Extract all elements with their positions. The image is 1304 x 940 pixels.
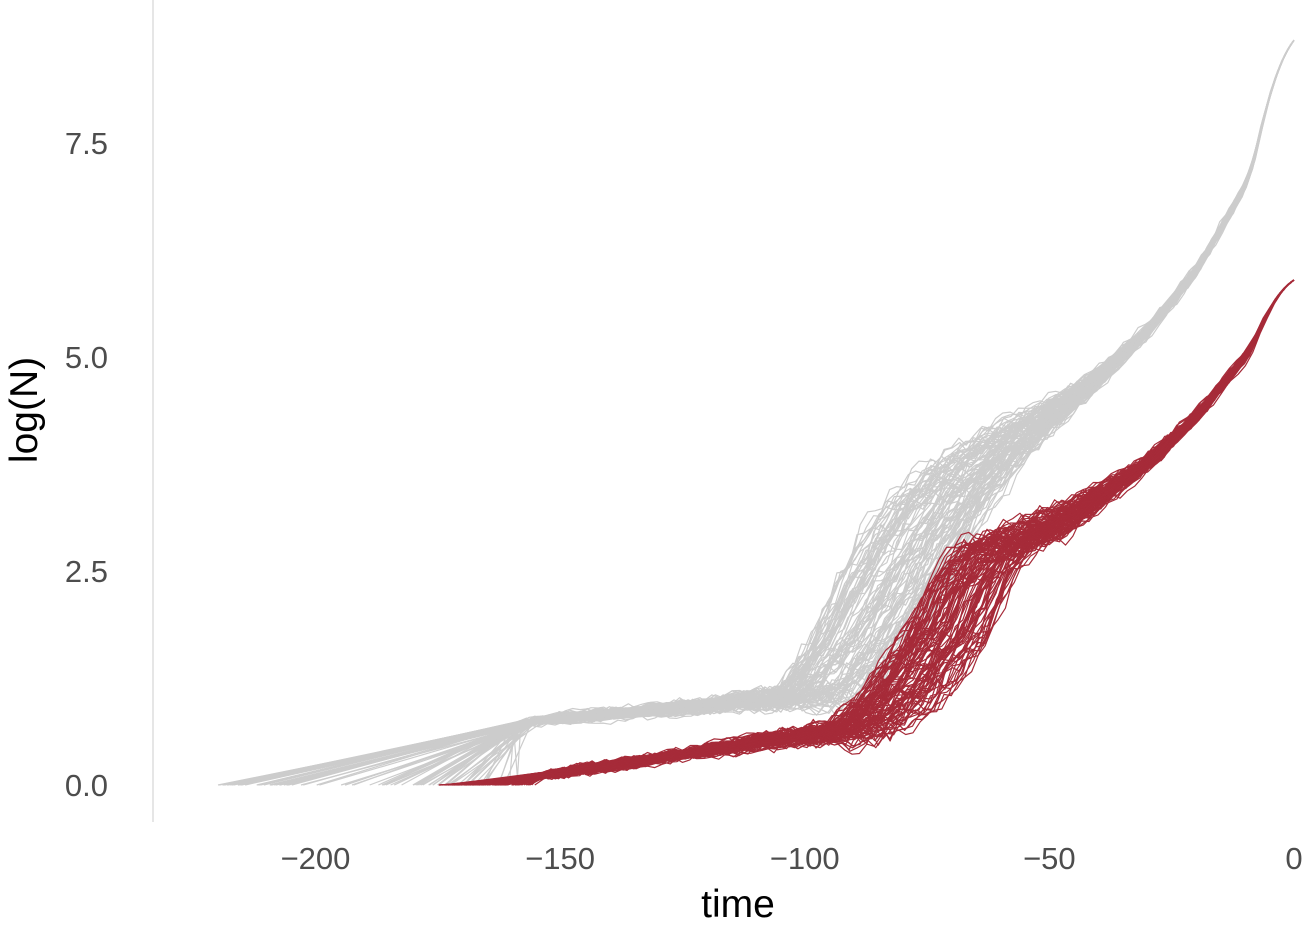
series-1-trajectory	[382, 39, 1295, 786]
x-axis: −200 −150 −100 −50 0	[281, 841, 1303, 876]
x-tick-label: −200	[281, 841, 351, 876]
series-1-trajectory	[378, 39, 1295, 786]
series-1-trajectory	[279, 39, 1295, 786]
series-1-trajectory	[226, 39, 1295, 786]
series-2	[438, 279, 1295, 786]
x-tick-label: 0	[1285, 841, 1302, 876]
series-1-trajectory	[227, 39, 1295, 786]
x-tick-label: −50	[1023, 841, 1076, 876]
series-1-trajectory	[274, 39, 1295, 786]
series-1-trajectory	[241, 39, 1295, 786]
y-tick-label: 2.5	[65, 554, 108, 589]
series-1-trajectory	[482, 39, 1295, 786]
series-1-trajectory	[224, 39, 1295, 786]
series-2-trajectory	[465, 279, 1295, 786]
series-1-trajectory	[217, 39, 1295, 786]
plot-area	[217, 39, 1295, 786]
series-1-trajectory	[237, 39, 1295, 786]
series-1-trajectory	[270, 39, 1295, 786]
series-1-trajectory	[244, 39, 1295, 786]
series-2-trajectory	[502, 279, 1295, 786]
series-1-trajectory	[394, 39, 1295, 786]
series-1-trajectory	[258, 39, 1295, 786]
series-1-trajectory	[219, 39, 1295, 786]
series-1-trajectory	[382, 39, 1295, 786]
series-1-trajectory	[288, 39, 1295, 786]
series-1-trajectory	[258, 39, 1295, 786]
series-1-trajectory	[381, 39, 1295, 786]
series-1-trajectory	[393, 39, 1295, 786]
series-1	[217, 39, 1295, 786]
series-1-trajectory	[222, 39, 1295, 786]
y-tick-label: 0.0	[65, 768, 108, 803]
series-2-trajectory	[453, 279, 1295, 786]
series-1-trajectory	[449, 39, 1295, 786]
series-1-trajectory	[240, 39, 1295, 786]
y-axis: 0.0 2.5 5.0 7.5	[65, 126, 108, 803]
series-2-trajectory	[488, 279, 1295, 786]
series-1-trajectory	[231, 39, 1295, 786]
series-1-trajectory	[279, 39, 1295, 786]
series-1-trajectory	[260, 39, 1295, 786]
x-axis-title: time	[701, 883, 775, 926]
x-tick-label: −150	[525, 841, 595, 876]
series-2-trajectory	[464, 279, 1295, 786]
series-2-trajectory	[459, 279, 1295, 786]
series-1-trajectory	[238, 39, 1295, 786]
series-1-trajectory	[222, 39, 1295, 786]
series-1-trajectory	[271, 39, 1295, 786]
series-1-trajectory	[382, 39, 1295, 786]
series-2-trajectory	[515, 279, 1295, 786]
series-1-trajectory	[230, 39, 1295, 786]
series-1-trajectory	[383, 39, 1295, 786]
series-1-trajectory	[473, 39, 1295, 786]
series-1-trajectory	[279, 39, 1295, 786]
x-tick-label: −100	[770, 841, 840, 876]
series-1-trajectory	[269, 39, 1295, 786]
series-1-trajectory	[483, 39, 1295, 786]
series-1-trajectory	[233, 39, 1295, 786]
series-1-trajectory	[420, 39, 1295, 786]
series-1-trajectory	[222, 39, 1295, 786]
y-tick-label: 7.5	[65, 126, 108, 161]
series-1-trajectory	[256, 39, 1295, 786]
y-axis-title: log(N)	[3, 357, 46, 463]
series-1-trajectory	[269, 39, 1295, 786]
series-1-trajectory	[508, 39, 1295, 786]
y-tick-label: 5.0	[65, 340, 108, 375]
series-1-trajectory	[263, 39, 1295, 786]
